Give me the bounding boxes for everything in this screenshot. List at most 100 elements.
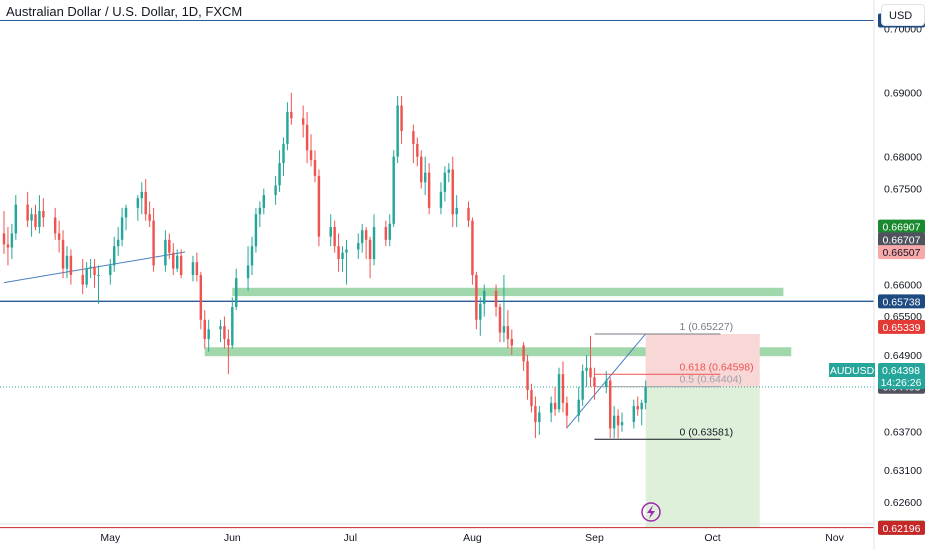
candle-body-92 xyxy=(502,326,506,333)
support-zone-1[interactable] xyxy=(232,287,784,297)
price-label-3: 0.66707 xyxy=(883,234,921,246)
candle-body-31 xyxy=(168,239,171,253)
candle-body-71 xyxy=(388,223,391,240)
candle-body-15 xyxy=(81,275,84,285)
candle-body-111 xyxy=(608,380,612,429)
candle-body-74 xyxy=(400,105,403,132)
candle-body-59 xyxy=(317,175,321,237)
symbol-name: AUDUSD xyxy=(830,365,875,377)
symbol-price-label: AUDUSD 0.64398 14:26:26 xyxy=(829,363,925,389)
candle-body-16 xyxy=(85,268,88,285)
candle-body-45 xyxy=(246,265,250,279)
candle-body-46 xyxy=(250,246,254,266)
candle-body-82 xyxy=(447,169,451,173)
candle-body-49 xyxy=(262,195,266,208)
candle-body-100 xyxy=(549,402,553,413)
fib-level-label-4: 0 (0.63581) xyxy=(679,426,733,438)
y-tick-label-5: 0.64900 xyxy=(884,350,922,362)
candle-body-5 xyxy=(26,204,29,221)
candle-body-103 xyxy=(561,374,565,403)
position-risk-box[interactable] xyxy=(645,334,760,388)
lightning-icon[interactable] xyxy=(641,502,661,522)
candle-body-22 xyxy=(116,239,120,247)
candle-body-54 xyxy=(290,111,293,119)
candle-body-67 xyxy=(364,230,368,240)
candle-body-48 xyxy=(258,207,262,215)
candle-body-81 xyxy=(443,172,447,192)
candle-body-75 xyxy=(412,131,415,144)
candle-body-64 xyxy=(345,249,348,253)
price-label-5: 0.65738 xyxy=(883,296,921,308)
candle-body-33 xyxy=(175,255,179,269)
candle-body-117 xyxy=(640,402,643,410)
fib-level-label-3: 0.5 (0.64404) xyxy=(679,374,741,386)
candle-body-24 xyxy=(124,207,128,218)
price-label-4: 0.66507 xyxy=(883,247,921,259)
candle-body-14 xyxy=(69,255,73,275)
candle-body-28 xyxy=(148,214,151,221)
candle-body-63 xyxy=(341,252,344,260)
candle-body-60 xyxy=(329,227,332,237)
support-zone-2[interactable] xyxy=(204,347,792,357)
y-tick-label-1: 0.69000 xyxy=(884,88,922,100)
candle-body-55 xyxy=(301,118,305,125)
candle-body-106 xyxy=(581,370,584,400)
candle-body-35 xyxy=(191,262,195,275)
candle-body-29 xyxy=(152,220,155,266)
currency-button[interactable]: USD xyxy=(881,4,925,26)
y-tick-label-7: 0.63100 xyxy=(884,465,922,477)
candle-body-21 xyxy=(112,246,116,266)
candle-body-58 xyxy=(313,159,317,176)
candle-body-37 xyxy=(199,275,203,320)
candle-body-91 xyxy=(498,306,502,333)
candle-body-61 xyxy=(333,227,336,247)
candle-body-79 xyxy=(427,172,431,208)
candle-body-102 xyxy=(557,374,561,410)
candle-body-118 xyxy=(644,386,647,403)
candle-body-36 xyxy=(195,262,199,275)
candle-body-56 xyxy=(305,124,309,151)
y-tick-label-3: 0.67500 xyxy=(884,184,922,196)
candle-body-68 xyxy=(368,239,372,260)
x-tick-label-1: May xyxy=(100,532,121,544)
countdown: 14:26:26 xyxy=(881,377,922,389)
price-label-box-5 xyxy=(878,294,925,309)
candle-body-23 xyxy=(120,217,124,240)
candle-body-3 xyxy=(10,233,14,248)
candle-body-2 xyxy=(6,244,10,248)
candle-body-34 xyxy=(179,255,183,275)
candle-body-114 xyxy=(620,422,624,426)
candle-body-77 xyxy=(420,156,423,183)
candle-body-116 xyxy=(636,406,639,410)
candle-body-70 xyxy=(384,227,388,240)
candle-body-76 xyxy=(416,143,419,157)
candle-body-17 xyxy=(89,266,92,269)
candle-body-7 xyxy=(34,214,37,228)
price-label-box-3 xyxy=(878,232,925,247)
candle-body-93 xyxy=(506,326,510,339)
candle-body-51 xyxy=(278,163,281,186)
candle-body-25 xyxy=(136,198,140,208)
candle-body-30 xyxy=(164,239,167,266)
candle-body-26 xyxy=(140,191,143,199)
candle-body-39 xyxy=(207,329,210,339)
candle-body-40 xyxy=(219,326,222,330)
candle-body-47 xyxy=(254,214,258,247)
candle-body-96 xyxy=(526,361,529,391)
candle-body-109 xyxy=(593,377,596,387)
candle-body-94 xyxy=(510,338,514,346)
candle-body-99 xyxy=(538,412,541,423)
x-tick-label-3: Jul xyxy=(344,532,357,544)
fib-level-label-1: 1 (0.65227) xyxy=(679,321,733,333)
price-label-box-4 xyxy=(878,245,925,260)
candle-body-90 xyxy=(494,290,498,307)
candle-body-44 xyxy=(235,278,238,307)
candle-body-110 xyxy=(605,380,608,387)
candle-body-65 xyxy=(357,243,360,250)
candle-body-6 xyxy=(30,214,33,221)
candle-body-20 xyxy=(109,265,112,275)
price-label-box-9 xyxy=(878,520,925,535)
position-reward-box[interactable] xyxy=(645,387,760,528)
candle-body-86 xyxy=(471,220,474,275)
